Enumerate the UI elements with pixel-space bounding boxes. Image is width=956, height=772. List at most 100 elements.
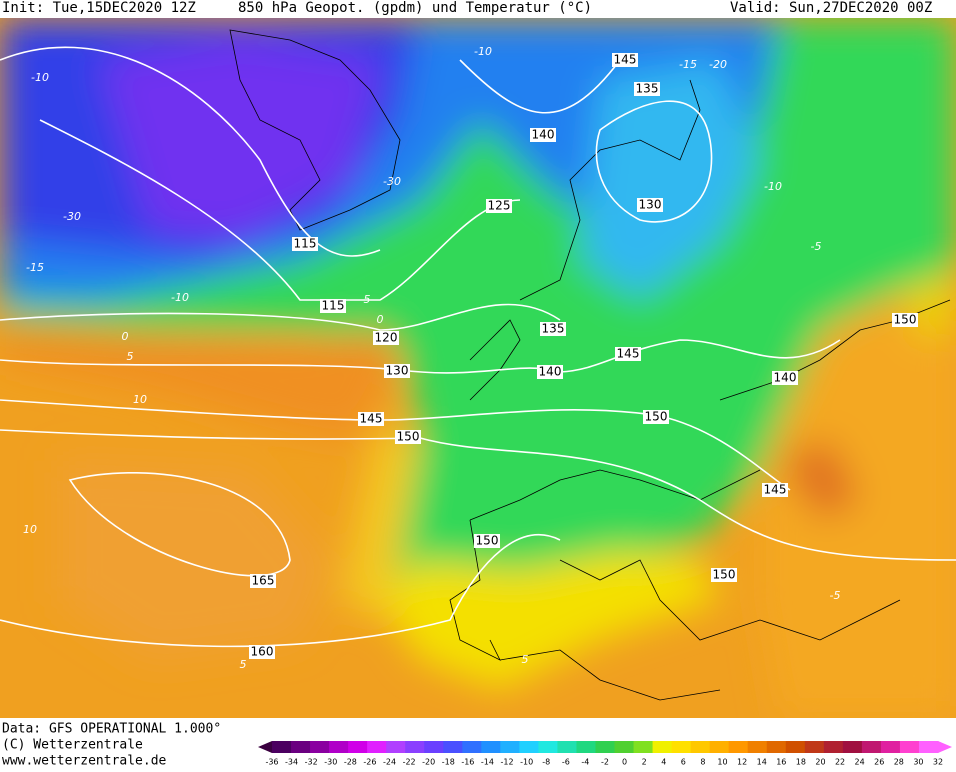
scale-label: 26	[874, 758, 884, 767]
scale-box	[443, 741, 463, 753]
scale-label: -16	[461, 758, 474, 767]
geopotential-label: 160	[251, 645, 274, 659]
scale-label: 24	[855, 758, 865, 767]
geopotential-label: 115	[322, 299, 345, 313]
temperature-label: -10	[171, 291, 189, 304]
scale-arrow-right	[938, 741, 952, 753]
scale-label: 30	[913, 758, 923, 767]
scale-label: 4	[661, 758, 666, 767]
scale-label: -26	[363, 758, 376, 767]
scale-box	[823, 741, 844, 753]
scale-label: -30	[324, 758, 337, 767]
geopotential-label-box	[373, 331, 399, 345]
geopotential-label-box	[474, 534, 500, 548]
scale-label: 14	[757, 758, 767, 767]
temperature-label: 0	[377, 313, 384, 326]
geopotential-label-box	[320, 299, 346, 313]
geopotential-label-box	[762, 483, 788, 497]
scale-box	[462, 741, 482, 753]
scale-box	[405, 741, 425, 753]
geopotential-label-box	[292, 237, 318, 251]
temperature-label: -15	[679, 58, 697, 71]
scale-box	[386, 741, 406, 753]
website: www.wetterzentrale.de	[2, 754, 167, 769]
geopotential-label: 145	[764, 483, 787, 497]
geopotential-label: 140	[774, 371, 797, 385]
geopotential-label: 130	[386, 364, 409, 378]
scale-label: 22	[835, 758, 845, 767]
scale-label: 18	[796, 758, 806, 767]
temperature-label: -5	[360, 293, 371, 306]
scale-label: 2	[642, 758, 647, 767]
geopotential-label-box	[634, 82, 660, 96]
scale-label: -20	[422, 758, 435, 767]
geopotential-label-box	[612, 53, 638, 67]
temperature-label: 10	[133, 393, 147, 406]
scale-box	[690, 741, 711, 753]
map-title: 850 hPa Geopot. (gpdm) und Temperatur (°…	[238, 0, 592, 16]
temperature-label: 10	[23, 523, 37, 536]
scale-label: 28	[894, 758, 904, 767]
geopotential-label: 135	[542, 322, 565, 336]
scale-label: -24	[383, 758, 396, 767]
scale-box	[671, 741, 692, 753]
temperature-label: 0	[122, 330, 129, 343]
labels: 145 135 140 130 125 115 115 120 130 145 150 135 140 1…	[23, 45, 918, 671]
temperature-label: -15	[26, 261, 44, 274]
geopotential-label: 145	[360, 412, 383, 426]
scale-box	[595, 741, 616, 753]
temperature-label: -30	[63, 210, 81, 223]
scale-box	[918, 741, 939, 753]
scale-label: -8	[542, 758, 550, 767]
scale-box	[291, 741, 311, 753]
scale-box	[538, 741, 558, 753]
temperature-label: -5	[830, 589, 841, 602]
scale-box	[728, 741, 749, 753]
scale-box	[614, 741, 635, 753]
geopotential-label-box	[772, 371, 798, 385]
scale-box	[329, 741, 349, 753]
geopotential-label: 120	[375, 331, 398, 345]
temperature-label: 5	[240, 658, 247, 671]
geopotential-label: 115	[294, 237, 317, 251]
geopotential-label: 125	[488, 199, 511, 213]
scale-box	[367, 741, 387, 753]
scale-box	[899, 741, 920, 753]
geopotential-label: 135	[636, 82, 659, 96]
scale-label: -34	[285, 758, 298, 767]
scale-label: -18	[442, 758, 455, 767]
scale-label: -2	[601, 758, 609, 767]
scale-box	[481, 741, 501, 753]
geopotential-label-box	[250, 574, 276, 588]
scale-label: 10	[717, 758, 727, 767]
geopotential-label-box	[637, 198, 663, 212]
scale-box	[804, 741, 825, 753]
temperature-label: -20	[709, 58, 727, 71]
geopotential-label-box	[384, 364, 410, 378]
temperature-label: -10	[31, 71, 49, 84]
map	[0, 18, 956, 718]
temperature-label: -10	[764, 180, 782, 193]
scale-label: 12	[737, 758, 747, 767]
geopotential-label-box	[615, 347, 641, 361]
geopotential-label: 150	[397, 430, 420, 444]
scale-label: -12	[501, 758, 514, 767]
scale-box	[747, 741, 768, 753]
geopotential-label-box	[892, 313, 918, 327]
geopotential-label-box	[711, 568, 737, 582]
geopotential-label: 150	[645, 410, 668, 424]
scale-box	[424, 741, 444, 753]
temperature-label: -5	[811, 240, 822, 253]
scale-label: 32	[933, 758, 943, 767]
temperature-label: -10	[474, 45, 492, 58]
scale-box	[785, 741, 806, 753]
scale-label: 8	[700, 758, 705, 767]
scale-label: -32	[305, 758, 318, 767]
scale-box	[652, 741, 673, 753]
scale-box	[500, 741, 520, 753]
geopotential-label-box	[540, 322, 566, 336]
scale-box	[766, 741, 787, 753]
scale-box	[348, 741, 368, 753]
geopotential-label: 145	[617, 347, 640, 361]
